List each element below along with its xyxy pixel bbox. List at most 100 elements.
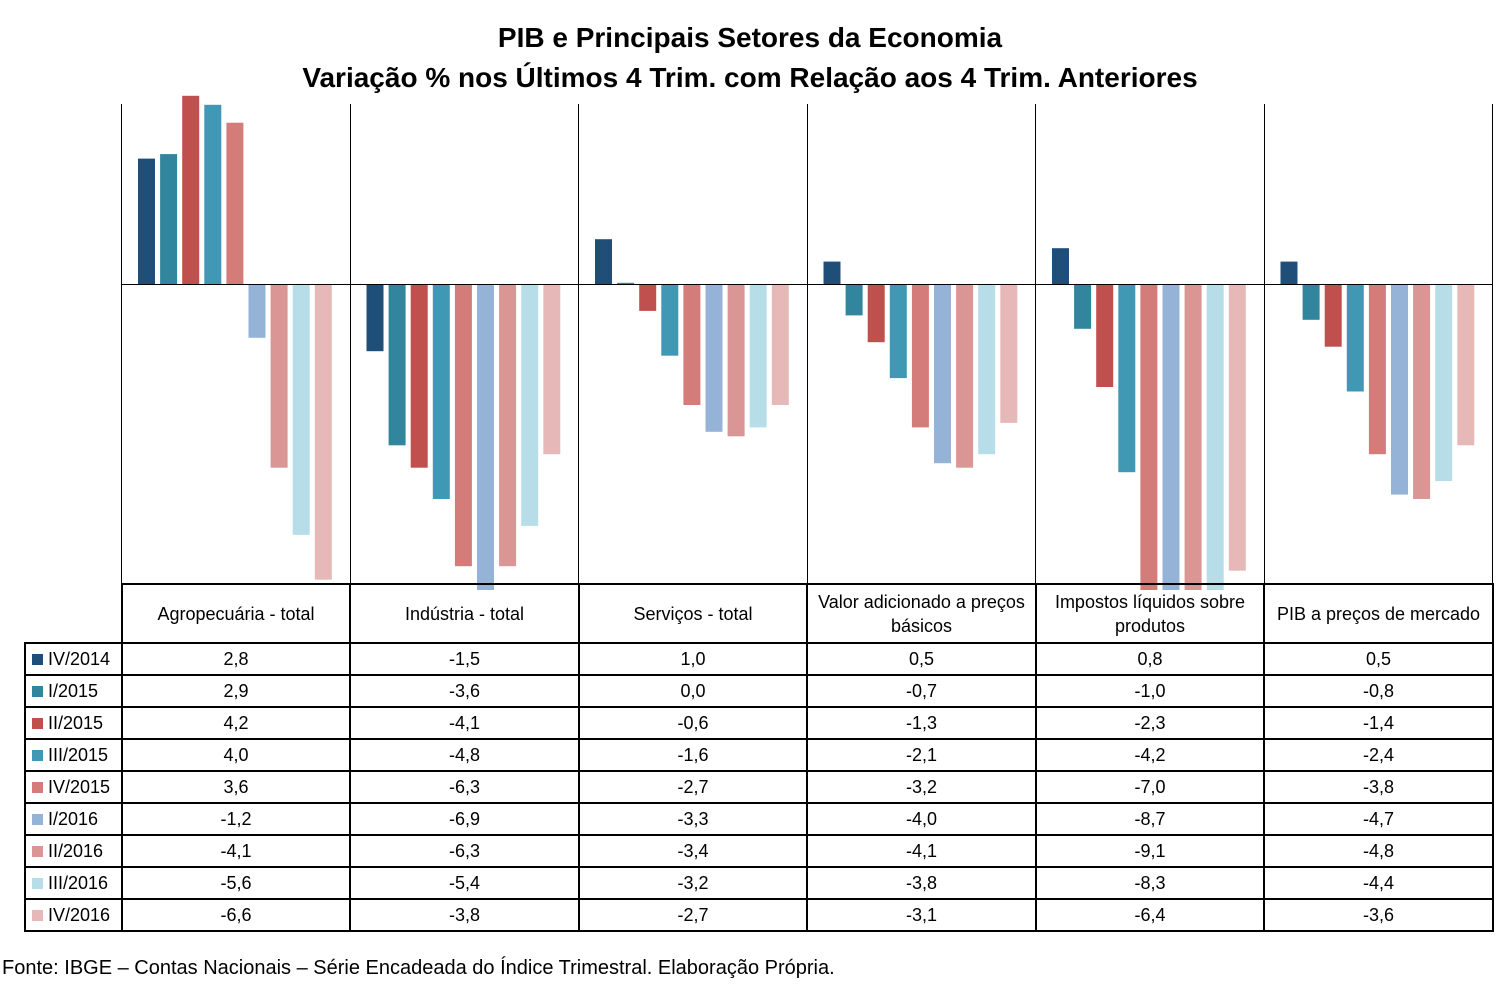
data-label: -3,3 [578,802,808,836]
legend-entry: IV/2016 [24,898,123,932]
data-label: -4,1 [349,706,580,740]
data-label: -6,4 [1035,898,1265,932]
data-label: 2,8 [121,642,351,676]
bar [1413,284,1431,499]
legend-swatch [32,781,43,793]
legend-swatch [32,813,43,825]
bar [1435,284,1453,482]
bar [521,284,539,526]
table-row: II/2015 4,2 -4,1 -0,6 -1,3 -2,3 -1,4 [24,706,1494,740]
series-name: III/2016 [48,872,109,893]
bar [1140,284,1158,590]
bar [366,284,384,352]
bar [1162,284,1180,590]
data-label: -3,1 [806,898,1037,932]
bar [1391,284,1408,495]
data-label: -3,6 [349,674,580,708]
legend-swatch [32,877,43,889]
table-header-row: Agropecuária - total Indústria - total Ser… [25,583,1494,644]
bar [314,284,332,580]
series-name: IV/2014 [48,648,111,669]
category-label: Valor adicionado a preços básicos [806,583,1037,644]
bar [617,282,635,284]
data-label: -3,2 [578,866,808,900]
bar [771,284,789,405]
bar [1457,284,1475,446]
chart-data-table: Agropecuária - total Indústria - total Ser… [24,583,1494,932]
table-corner-cell [25,584,123,644]
data-label: -3,8 [1263,770,1494,804]
data-label: -4,8 [1263,834,1494,868]
bar [388,284,406,446]
bar [1368,284,1386,455]
data-label: -3,6 [1263,898,1494,932]
data-label: -3,8 [349,898,580,932]
bar [911,284,929,428]
legend-swatch [32,717,43,729]
bar [1184,284,1202,590]
data-label: -0,8 [1263,674,1494,708]
legend-entry: I/2015 [24,674,123,708]
bar [1302,284,1320,320]
data-label: 0,5 [1263,642,1494,676]
bar [248,284,266,338]
bar [138,158,155,284]
bar [749,284,767,428]
data-label: -2,7 [578,770,808,804]
data-label: 4,0 [121,738,351,772]
data-label: -5,6 [121,866,351,900]
bar [1280,261,1298,284]
data-label: -8,7 [1035,802,1265,836]
bar [867,284,885,343]
data-label: -3,4 [578,834,808,868]
data-label: -5,4 [349,866,580,900]
data-label: -1,6 [578,738,808,772]
series-name: IV/2016 [48,904,111,925]
data-label: -4,1 [806,834,1037,868]
data-label: 0,0 [578,674,808,708]
bar [1228,284,1246,571]
bar [477,284,494,590]
data-label: 0,8 [1035,642,1265,676]
bar [1206,284,1224,590]
data-label: -4,0 [806,802,1037,836]
bar [823,261,841,284]
data-label: -1,0 [1035,674,1265,708]
bar [1096,284,1114,387]
data-label: -1,2 [121,802,351,836]
table-row: I/2016 -1,2 -6,9 -3,3 -4,0 -8,7 -4,7 [24,802,1494,836]
table-row: III/2015 4,0 -4,8 -1,6 -2,1 -4,2 -2,4 [24,738,1494,772]
bar [845,284,863,316]
chart-title: PIB e Principais Setores da Economia Var… [0,18,1500,98]
data-label: -4,1 [121,834,351,868]
table-row: I/2015 2,9 -3,6 0,0 -0,7 -1,0 -0,8 [24,674,1494,708]
data-label: -4,8 [349,738,580,772]
legend-swatch [32,653,43,665]
legend-entry: III/2016 [24,866,123,900]
data-label: -1,3 [806,706,1037,740]
data-label: 4,2 [121,706,351,740]
bar [978,284,996,455]
data-label: 1,0 [578,642,808,676]
series-name: I/2016 [48,808,99,829]
data-label: -4,7 [1263,802,1494,836]
data-label: -6,3 [349,834,580,868]
bar [454,284,472,567]
data-label: -6,6 [121,898,351,932]
bar [705,284,723,432]
data-label: -1,5 [349,642,580,676]
series-name: II/2015 [48,712,104,733]
chart-title-line-2: Variação % nos Últimos 4 Trim. com Relaç… [302,62,1198,93]
bar [204,104,222,284]
bar [410,284,428,468]
data-label: -1,4 [1263,706,1494,740]
bar [639,284,657,311]
data-label: -2,3 [1035,706,1265,740]
bar [889,284,907,379]
bar [292,284,310,535]
legend-swatch [32,909,43,921]
source-note: Fonte: IBGE – Contas Nacionais – Série E… [2,957,835,979]
data-label: -0,6 [578,706,808,740]
data-label: -2,1 [806,738,1037,772]
data-label: 2,9 [121,674,351,708]
